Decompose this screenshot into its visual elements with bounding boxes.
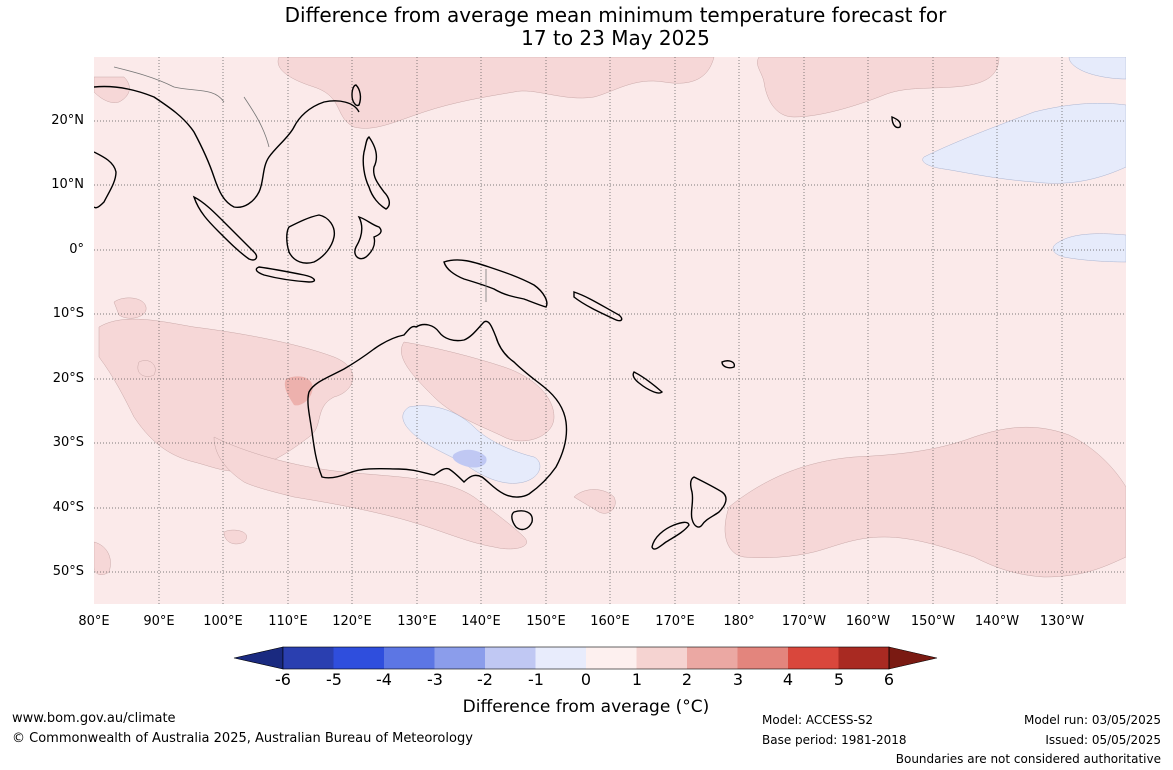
graticule: [94, 57, 1126, 604]
lon-label-130W: 130°W: [1039, 614, 1085, 629]
colorbar: [233, 646, 938, 670]
lon-label-110E: 110°E: [268, 614, 308, 629]
colorbar-tick: -6: [275, 670, 291, 689]
lat-label-0: 0°: [69, 242, 84, 257]
colorbar-tick: 1: [631, 670, 643, 689]
website-text: www.bom.gov.au/climate: [12, 711, 176, 726]
lon-label-170E: 170°E: [655, 614, 695, 629]
colorbar-tick: -1: [528, 670, 544, 689]
colorbar-cell: [838, 647, 889, 669]
colorbar-cell: [788, 647, 839, 669]
lon-label-150W: 150°W: [910, 614, 956, 629]
cool-anomaly-minus-1-to-minus-2: [452, 449, 487, 468]
lon-label-160E: 160°E: [590, 614, 630, 629]
lon-label-160W: 160°W: [845, 614, 891, 629]
title-line-2: 17 to 23 May 2025: [521, 26, 710, 50]
lon-label-140W: 140°W: [974, 614, 1020, 629]
lat-label-10N: 10°N: [51, 177, 84, 192]
cool-anomaly-regions: [402, 57, 1126, 484]
lon-label-180: 180°: [723, 614, 755, 629]
colorbar-border: [282, 646, 890, 670]
colorbar-cell: [434, 647, 485, 669]
lat-label-50S: 50°S: [52, 564, 84, 579]
lon-label-130E: 130°E: [397, 614, 437, 629]
map-svg: [94, 57, 1126, 604]
disclaimer-text: Boundaries are not considered authoritat…: [895, 752, 1161, 766]
lat-label-20N: 20°N: [51, 113, 84, 128]
issued-text: Issued: 05/05/2025: [1045, 733, 1161, 747]
lon-label-80E: 80°E: [78, 614, 110, 629]
colorbar-cell: [636, 647, 687, 669]
colorbar-cell: [333, 647, 384, 669]
colorbar-tick: -3: [427, 670, 443, 689]
colorbar-cell: [283, 647, 334, 669]
colorbar-cell: [535, 647, 586, 669]
colorbar-tick: -2: [477, 670, 493, 689]
model-run-text: Model run: 03/05/2025: [1023, 713, 1161, 727]
colorbar-cell: [687, 647, 738, 669]
colorbar-tick: 3: [732, 670, 744, 689]
colorbar-cell: [384, 647, 435, 669]
lat-label-40S: 40°S: [52, 500, 84, 515]
map-title: Difference from average mean minimum tem…: [0, 4, 1173, 50]
colorbar-tick: 4: [782, 670, 794, 689]
colorbar-tick: 0: [580, 670, 592, 689]
lon-label-150E: 150°E: [526, 614, 566, 629]
lon-label-140E: 140°E: [461, 614, 501, 629]
copyright-text: © Commonwealth of Australia 2025, Austra…: [12, 731, 473, 746]
forecast-map: [94, 57, 1126, 604]
colorbar-title: Difference from average (°C): [462, 697, 710, 717]
colorbar-tick: 2: [681, 670, 693, 689]
lat-label-10S: 10°S: [52, 306, 84, 321]
warm-anomaly-2-to-3: [284, 376, 313, 406]
colorbar-cell: [737, 647, 788, 669]
lon-label-170W: 170°W: [781, 614, 827, 629]
lon-label-120E: 120°E: [332, 614, 372, 629]
colorbar-cells: [233, 646, 938, 670]
colorbar-cell: [586, 647, 637, 669]
colorbar-tick: -5: [326, 670, 342, 689]
coastlines: [94, 84, 902, 550]
lon-label-100E: 100°E: [203, 614, 243, 629]
country-borders: [113, 66, 487, 302]
colorbar-extend-min: [233, 646, 284, 670]
lon-label-90E: 90°E: [143, 614, 175, 629]
colorbar-tick: 6: [883, 670, 895, 689]
lat-label-20S: 20°S: [52, 371, 84, 386]
colorbar-extend-max: [888, 646, 938, 670]
model-text: Model: ACCESS-S2: [762, 713, 874, 727]
colorbar-cell: [485, 647, 536, 669]
base-period-text: Base period: 1981-2018: [762, 733, 907, 747]
lat-label-30S: 30°S: [52, 435, 84, 450]
title-line-1: Difference from average mean minimum tem…: [284, 3, 947, 27]
colorbar-tick: 5: [833, 670, 845, 689]
colorbar-tick: -4: [376, 670, 392, 689]
warm-anomaly-regions: [94, 57, 1126, 578]
